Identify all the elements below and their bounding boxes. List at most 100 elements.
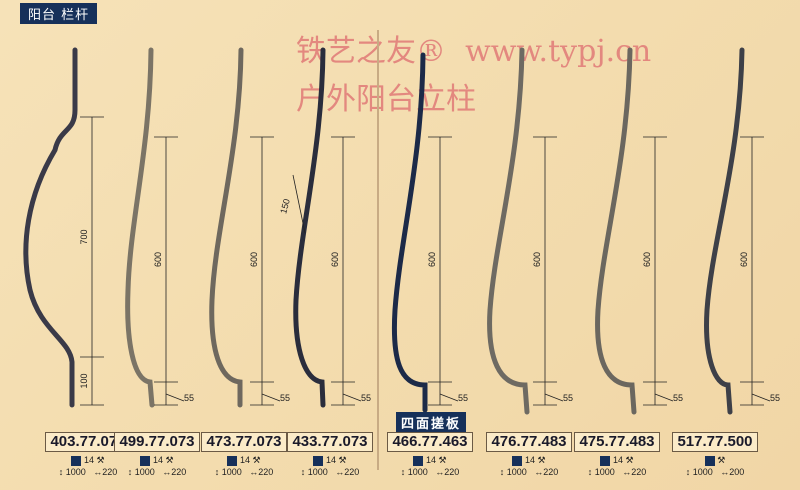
dimension-label-bottom: 55 bbox=[770, 393, 780, 403]
product-code: 476.77.483 bbox=[486, 432, 572, 452]
category-tag: 阳台 栏杆 bbox=[20, 3, 98, 24]
dimension-label-bottom: 55 bbox=[184, 393, 194, 403]
bar-size: 14 bbox=[524, 455, 535, 465]
width-value: 220 bbox=[444, 467, 460, 477]
bar-size: 14 bbox=[325, 455, 336, 465]
dimension-label-main: 600 bbox=[153, 252, 163, 267]
dimension-leader bbox=[342, 393, 362, 402]
vertical-arrow-icon: ↕ bbox=[300, 467, 306, 477]
width-value: 220 bbox=[258, 467, 274, 477]
hammer-tool-icon: ⚒ bbox=[96, 455, 105, 465]
baluster-bar bbox=[391, 52, 428, 413]
hammer-tool-icon: ⚒ bbox=[252, 455, 261, 465]
square-bar-icon bbox=[313, 455, 324, 466]
horizontal-arrow-icon: ↔ bbox=[534, 467, 544, 477]
dimension-label-bottom: 55 bbox=[458, 393, 468, 403]
dimension-label-bottom: 55 bbox=[673, 393, 683, 403]
dimension-label-main: 600 bbox=[739, 252, 749, 267]
dimension-leader bbox=[439, 393, 459, 402]
height-value: 1000 bbox=[221, 467, 242, 477]
vertical-arrow-icon: ↕ bbox=[400, 467, 406, 477]
baluster-bar bbox=[125, 47, 155, 408]
product-code: 433.77.073 bbox=[287, 432, 373, 452]
horizontal-arrow-icon: ↔ bbox=[162, 467, 172, 477]
height-value: 1000 bbox=[692, 467, 713, 477]
vertical-arrow-icon: ↕ bbox=[685, 467, 691, 477]
hammer-tool-icon: ⚒ bbox=[625, 455, 634, 465]
hammer-tool-icon: ⚒ bbox=[165, 455, 174, 465]
watermark-line2: 户外阳台立柱 bbox=[296, 82, 476, 117]
width-value: 220 bbox=[543, 467, 559, 477]
product-item: 433.77.073 14 ⚒ ↕ 1000 ↔220 bbox=[285, 432, 375, 478]
vertical-arrow-icon: ↕ bbox=[58, 467, 64, 477]
horizontal-arrow-icon: ↔ bbox=[249, 467, 259, 477]
width-value: 200 bbox=[729, 467, 745, 477]
bar-size: 14 bbox=[425, 455, 436, 465]
horizontal-arrow-icon: ↔ bbox=[93, 467, 103, 477]
vertical-arrow-icon: ↕ bbox=[587, 467, 593, 477]
height-value: 1000 bbox=[407, 467, 428, 477]
baluster-bar bbox=[293, 47, 326, 408]
bar-size: 14 bbox=[152, 455, 163, 465]
hammer-tool-icon: ⚒ bbox=[537, 455, 546, 465]
vertical-arrow-icon: ↕ bbox=[127, 467, 133, 477]
height-value: 1000 bbox=[307, 467, 328, 477]
bar-size: 14 bbox=[239, 455, 250, 465]
product-item: 517.77.500 ⚒ ↕ 1000 ↔200 bbox=[670, 432, 760, 478]
baluster-bar bbox=[209, 47, 244, 408]
dimension-leader bbox=[544, 393, 564, 402]
width-value: 220 bbox=[171, 467, 187, 477]
square-bar-icon bbox=[704, 455, 715, 466]
dimension-label-main: 700 bbox=[79, 229, 89, 244]
section-tag: 四面搓板 bbox=[396, 412, 467, 433]
height-value: 1000 bbox=[65, 467, 86, 477]
dimension-label-main: 600 bbox=[642, 252, 652, 267]
product-item: 475.77.483 14 ⚒ ↕ 1000 ↔220 bbox=[572, 432, 662, 478]
horizontal-arrow-icon: ↔ bbox=[720, 467, 730, 477]
height-value: 1000 bbox=[506, 467, 527, 477]
product-item: 473.77.073 14 ⚒ ↕ 1000 ↔220 bbox=[199, 432, 289, 478]
horizontal-arrow-icon: ↔ bbox=[622, 467, 632, 477]
dimension-label-bottom: 55 bbox=[361, 393, 371, 403]
square-bar-icon bbox=[140, 455, 151, 466]
vertical-arrow-icon: ↕ bbox=[214, 467, 220, 477]
width-value: 220 bbox=[102, 467, 118, 477]
product-code: 466.77.463 bbox=[387, 432, 473, 452]
hammer-tool-icon: ⚒ bbox=[438, 455, 447, 465]
product-code: 517.77.500 bbox=[672, 432, 758, 452]
square-bar-icon bbox=[413, 455, 424, 466]
baluster-bar bbox=[23, 47, 78, 408]
height-value: 1000 bbox=[594, 467, 615, 477]
dimension-label-main: 600 bbox=[427, 252, 437, 267]
dimension-leader bbox=[654, 393, 674, 402]
vertical-arrow-icon: ↕ bbox=[499, 467, 505, 477]
horizontal-arrow-icon: ↔ bbox=[335, 467, 345, 477]
product-item: 476.77.483 14 ⚒ ↕ 1000 ↔220 bbox=[484, 432, 574, 478]
hammer-tool-icon: ⚒ bbox=[338, 455, 347, 465]
hammer-tool-icon: ⚒ bbox=[717, 455, 726, 465]
product-item: 499.77.073 14 ⚒ ↕ 1000 ↔220 bbox=[112, 432, 202, 478]
product-code: 475.77.483 bbox=[574, 432, 660, 452]
dimension-leader bbox=[261, 393, 281, 402]
square-bar-icon bbox=[71, 455, 82, 466]
width-value: 220 bbox=[344, 467, 360, 477]
baluster-bar bbox=[704, 47, 745, 415]
dimension-label-bottom: 100 bbox=[79, 373, 89, 388]
bar-size: 14 bbox=[83, 455, 94, 465]
dimension-leader bbox=[751, 393, 771, 402]
bar-size: 14 bbox=[612, 455, 623, 465]
product-item: 403.77.073 14 ⚒ ↕ 1000 ↔220 bbox=[43, 432, 133, 478]
height-value: 1000 bbox=[134, 467, 155, 477]
square-bar-icon bbox=[600, 455, 611, 466]
product-code: 403.77.073 bbox=[45, 432, 131, 452]
product-code: 473.77.073 bbox=[201, 432, 287, 452]
section-divider bbox=[377, 30, 379, 470]
width-value: 220 bbox=[631, 467, 647, 477]
dimension-label-bottom: 55 bbox=[563, 393, 573, 403]
dimension-label-main: 600 bbox=[330, 252, 340, 267]
baluster-bar bbox=[487, 47, 530, 415]
dimension-label-150: 150 bbox=[278, 198, 292, 215]
baluster-bar bbox=[595, 47, 637, 415]
dimension-line-150 bbox=[292, 174, 306, 234]
